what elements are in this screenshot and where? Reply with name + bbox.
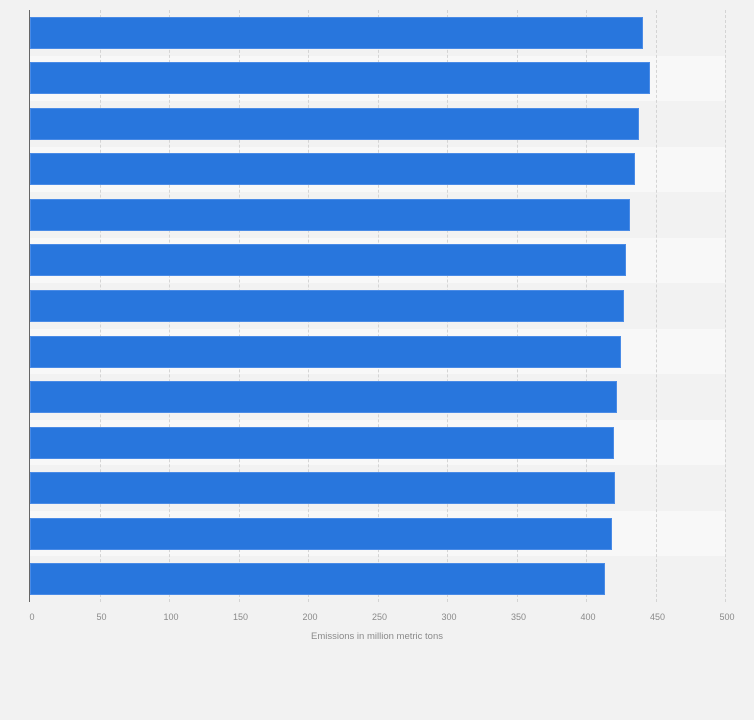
x-tick-label: 50 — [96, 612, 107, 622]
bar[interactable] — [30, 472, 616, 505]
x-tick-label: 200 — [302, 612, 318, 622]
bar[interactable] — [30, 290, 624, 322]
y-axis-line — [29, 10, 30, 602]
x-tick-label: 150 — [232, 612, 249, 622]
x-tick-label: 300 — [441, 612, 457, 622]
bar[interactable] — [30, 426, 614, 459]
bar[interactable] — [30, 153, 635, 186]
bar[interactable] — [30, 517, 613, 550]
x-tick-label: 250 — [371, 612, 388, 622]
x-axis-label: Emissions in million metric tons — [311, 631, 443, 642]
gridline — [725, 10, 726, 602]
bar[interactable] — [30, 563, 606, 596]
x-tick-label: 450 — [649, 612, 666, 622]
bar[interactable] — [30, 107, 639, 140]
x-tick-label: 100 — [163, 612, 179, 622]
gridline — [655, 10, 657, 602]
x-tick-label: 500 — [719, 612, 735, 622]
bar[interactable] — [30, 335, 621, 368]
bar[interactable] — [30, 16, 643, 49]
bar[interactable] — [30, 244, 627, 277]
x-tick-label: 400 — [580, 612, 596, 622]
plot-area — [30, 10, 726, 602]
bar[interactable] — [30, 198, 631, 231]
x-tick-label: 0 — [29, 612, 35, 622]
bar[interactable] — [30, 62, 650, 95]
x-tick-label: 350 — [510, 612, 527, 622]
bar[interactable] — [30, 381, 617, 414]
